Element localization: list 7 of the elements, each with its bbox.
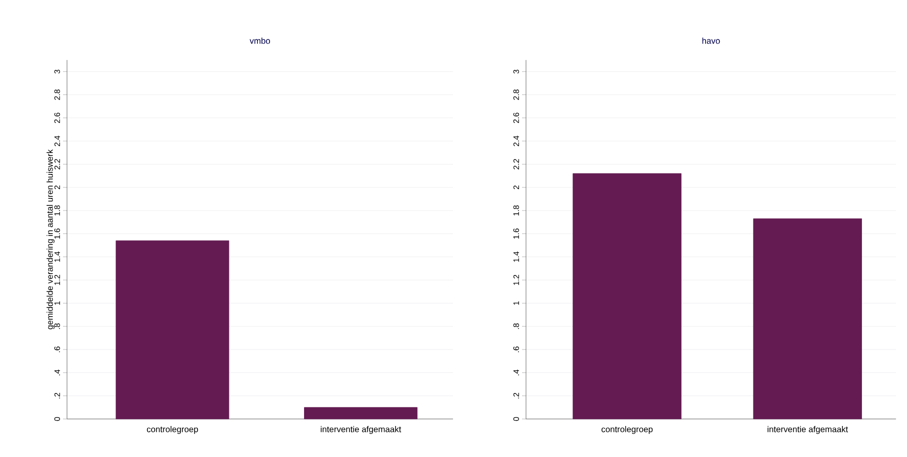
x-tick-label: controlegroep xyxy=(602,426,653,434)
x-tick-label: interventie afgemaakt xyxy=(768,426,848,434)
chart-title: havo xyxy=(702,38,720,44)
x-tick-label: interventie afgemaakt xyxy=(320,426,402,434)
y-axis-title: gemiddelde verandering in aantal uren huiswerk xyxy=(46,149,54,330)
x-tick-label: controlegroep xyxy=(146,426,198,434)
chart-title: vmbo xyxy=(250,38,270,44)
